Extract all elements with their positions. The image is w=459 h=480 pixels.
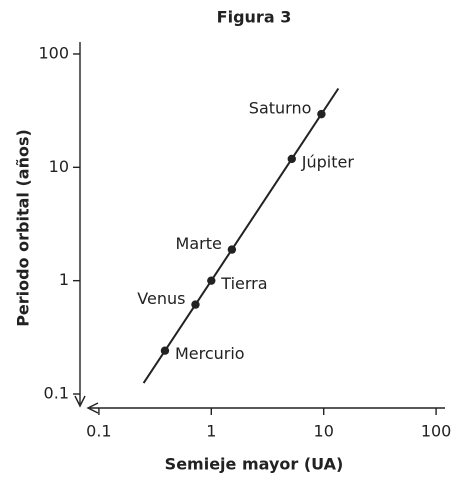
point-label: Marte (176, 234, 222, 253)
y-axis-title: Periodo orbital (años) (14, 129, 33, 327)
fit-line (142, 87, 340, 384)
data-point (287, 154, 296, 164)
data-point (207, 276, 216, 285)
point-label: Mercurio (175, 344, 245, 363)
x-tick-label: 0.1 (86, 422, 111, 441)
point-label: Júpiter (301, 152, 355, 171)
x-tick-label: 1 (206, 422, 216, 441)
point-label: Venus (137, 289, 185, 308)
x-tick-label: 10 (314, 422, 334, 441)
y-tick-label: 100 (38, 43, 69, 62)
data-point (227, 245, 237, 254)
x-tick-label: 100 (421, 422, 452, 441)
x-axis-arrow (86, 402, 99, 414)
data-point (191, 300, 200, 309)
chart-title: Figura 3 (217, 8, 292, 27)
y-axis-arrow (74, 395, 86, 408)
point-label: Tierra (220, 274, 267, 293)
y-tick-label: 1 (59, 270, 69, 289)
y-tick-label: 0.1 (44, 384, 69, 403)
y-tick-label: 10 (49, 157, 69, 176)
data-point (160, 346, 170, 355)
data-point (317, 109, 326, 119)
point-label: Saturno (249, 99, 312, 118)
x-axis-title: Semieje mayor (UA) (165, 455, 344, 474)
